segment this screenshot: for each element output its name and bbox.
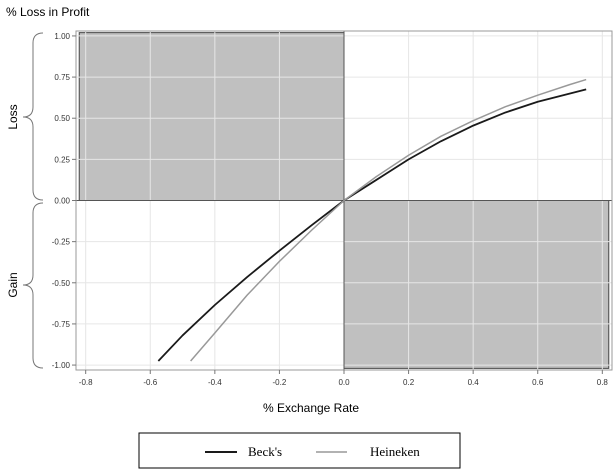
- y-tick-label-2: 0.50: [54, 114, 70, 123]
- y-tick-label-6: -0.50: [52, 279, 71, 288]
- y-tick-label-7: -0.75: [52, 320, 71, 329]
- x-tick-label-3: -0.2: [273, 378, 287, 387]
- x-tick-label-8: 0.8: [597, 378, 609, 387]
- chart-title: % Loss in Profit: [6, 5, 90, 19]
- x-tick-label-0: -0.8: [79, 378, 93, 387]
- y-tick-label-4: 0.00: [54, 197, 70, 206]
- series-lines: [157, 78, 587, 362]
- legend: Beck's Heineken: [138, 432, 461, 469]
- brace-annotations: Loss Gain: [6, 32, 44, 369]
- shaded-regions: [78, 32, 610, 369]
- legend-label-heineken: Heineken: [370, 444, 420, 459]
- x-tick-label-1: -0.6: [143, 378, 157, 387]
- x-tick-labels: -0.8 -0.6 -0.4 -0.2 0.0 0.2 0.4 0.6 0.8: [79, 370, 609, 387]
- x-tick-label-7: 0.6: [532, 378, 544, 387]
- shaded-region-1: [343, 200, 610, 369]
- series-line-heineken: [190, 78, 587, 362]
- loss-brace: [22, 32, 44, 201]
- legend-label-becks: Beck's: [248, 444, 282, 459]
- y-tick-label-8: -1.00: [52, 361, 71, 370]
- legend-box: [138, 432, 461, 469]
- x-tick-label-6: 0.4: [468, 378, 480, 387]
- x-tick-label-4: 0.0: [338, 378, 350, 387]
- y-tick-labels: 1.00 0.75 0.50 0.25 0.00 -0.25 -0.50 -0.75 -1.00: [52, 32, 76, 370]
- loss-label: Loss: [6, 104, 20, 129]
- y-tick-label-1: 0.75: [54, 73, 70, 82]
- x-tick-label-5: 0.2: [403, 378, 415, 387]
- y-tick-label-5: -0.25: [52, 238, 71, 247]
- y-tick-label-3: 0.25: [54, 155, 70, 164]
- y-tick-label-0: 1.00: [54, 32, 70, 41]
- gain-brace: [22, 202, 44, 369]
- gain-label: Gain: [6, 272, 20, 297]
- shaded-region-0: [78, 32, 345, 201]
- x-tick-label-2: -0.4: [208, 378, 222, 387]
- series-line-beck-s: [157, 88, 587, 362]
- x-axis-label: % Exchange Rate: [263, 401, 359, 415]
